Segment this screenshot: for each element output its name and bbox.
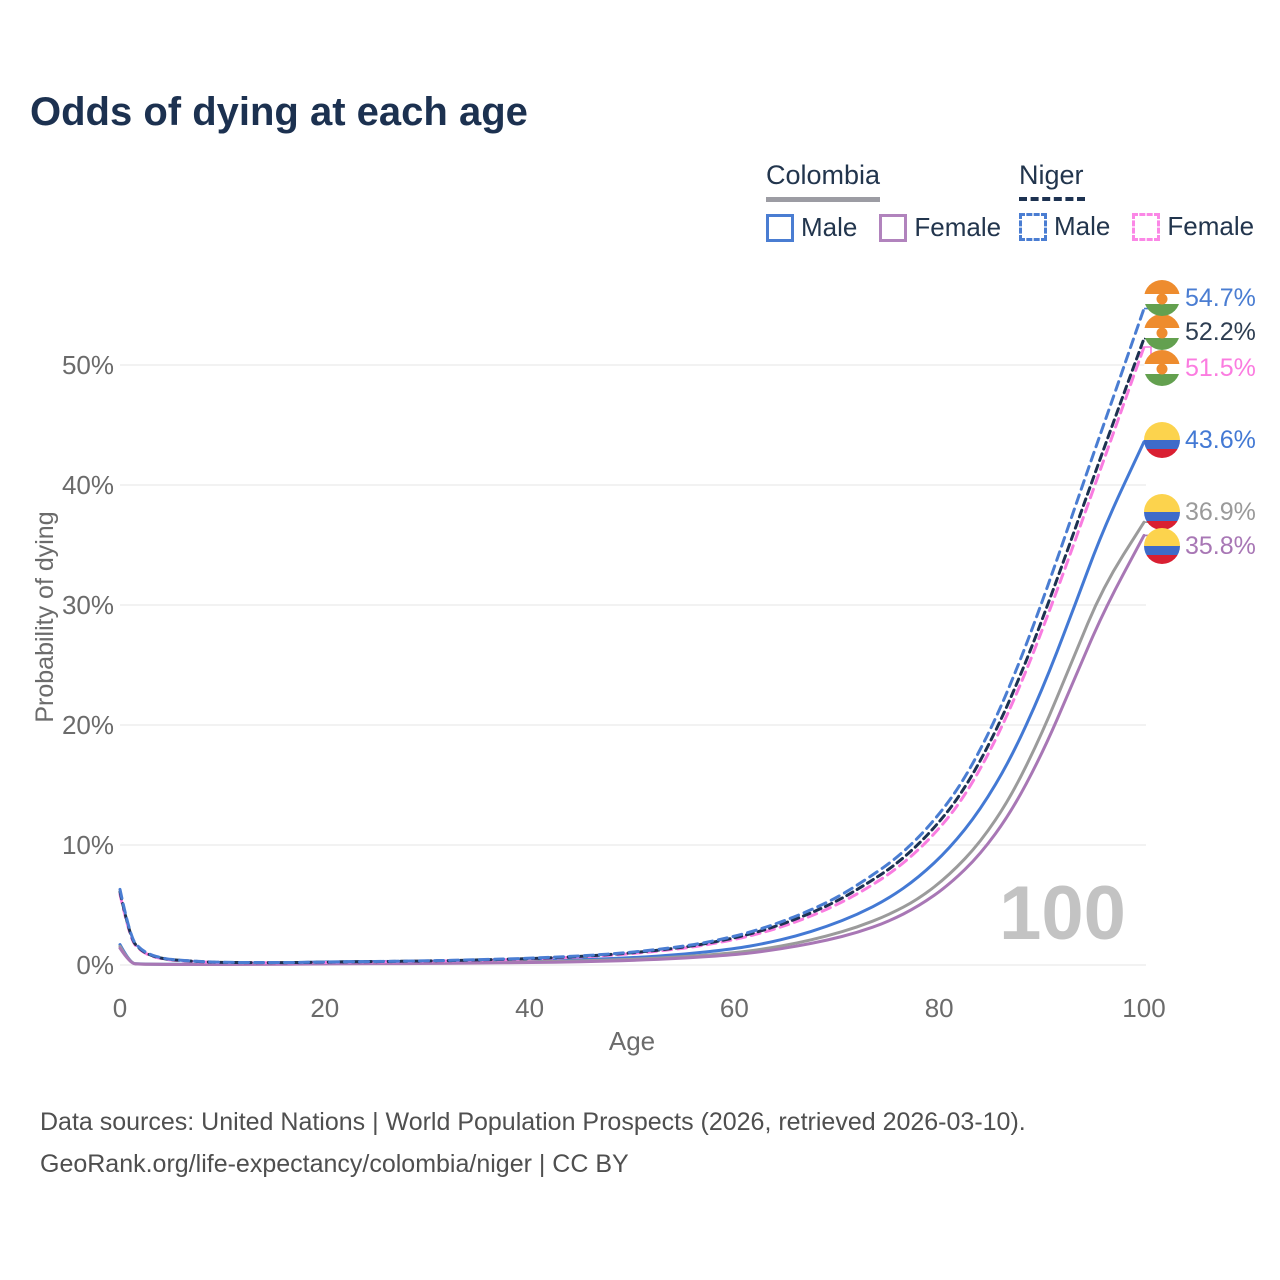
- watermark-age-100: 100: [999, 871, 1126, 956]
- legend-group-niger: Niger Male Female: [1019, 160, 1276, 242]
- flag-colombia-icon: [1144, 528, 1180, 564]
- y-tick-10: 10%: [61, 830, 114, 860]
- x-tick-100: 100: [1122, 993, 1166, 1023]
- x-tick-20: 20: [310, 993, 340, 1023]
- end-value-colombia-male: 43.6%: [1185, 425, 1256, 454]
- end-label-colombia-female: 35.8%: [1144, 528, 1256, 564]
- flag-niger-icon: [1144, 350, 1180, 386]
- series-line-colombia-male: [118, 440, 1146, 966]
- end-label-niger-male: 54.7%: [1144, 280, 1256, 316]
- flag-niger-icon: [1144, 280, 1180, 316]
- end-value-niger-male: 54.7%: [1185, 283, 1256, 312]
- legend-niger-title: Niger: [1019, 160, 1084, 190]
- x-tick-60: 60: [719, 993, 749, 1023]
- series-line-colombia-female: [118, 533, 1146, 966]
- y-tick-20: 20%: [61, 710, 114, 740]
- end-label-niger-total: 52.2%: [1144, 314, 1256, 350]
- series-line-niger-female: [118, 345, 1146, 965]
- x-tick-40: 40: [515, 993, 545, 1023]
- y-tick-40: 40%: [61, 470, 114, 500]
- y-tick-30: 30%: [61, 590, 114, 620]
- x-tick-80: 80: [924, 993, 954, 1023]
- legend-colombia-female-label: Female: [914, 212, 1002, 242]
- legend-colombia-male-label: Male: [801, 212, 858, 242]
- end-value-colombia-total: 36.9%: [1185, 497, 1256, 526]
- series-line-niger-total: [118, 337, 1146, 965]
- end-value-niger-female: 51.5%: [1185, 353, 1256, 382]
- x-axis-title: Age: [608, 1026, 656, 1056]
- page-title: Odds of dying at each age: [30, 90, 528, 134]
- end-value-colombia-female: 35.8%: [1185, 531, 1256, 560]
- niger-female-swatch-icon: [1132, 212, 1161, 241]
- flag-colombia-icon: [1144, 422, 1180, 458]
- data-source-line: Data sources: United Nations | World Pop…: [40, 1108, 1026, 1136]
- legend-colombia-line-sample: [766, 197, 880, 202]
- legend-colombia-row: Male Female: [766, 212, 1023, 243]
- end-value-niger-total: 52.2%: [1185, 317, 1256, 346]
- y-tick-50: 50%: [61, 350, 114, 380]
- colombia-male-swatch-icon: [766, 213, 794, 242]
- legend-group-colombia: Colombia Male Female: [766, 160, 1023, 243]
- flag-niger-icon: [1144, 314, 1180, 350]
- series-line-niger-male: [118, 307, 1146, 965]
- y-tick-0: 0%: [76, 950, 114, 980]
- end-label-colombia-total: 36.9%: [1144, 494, 1256, 530]
- attribution-line: GeoRank.org/life-expectancy/colombia/nig…: [40, 1150, 629, 1178]
- flag-colombia-icon: [1144, 494, 1180, 530]
- legend-niger-female-label: Female: [1167, 211, 1255, 241]
- series-line-colombia-total: [118, 520, 1146, 966]
- colombia-female-swatch-icon: [879, 213, 908, 242]
- legend-niger-line-sample: [1019, 197, 1085, 201]
- niger-male-swatch-icon: [1019, 212, 1047, 241]
- end-label-colombia-male: 43.6%: [1144, 422, 1256, 458]
- x-tick-0: 0: [112, 993, 128, 1023]
- end-label-niger-female: 51.5%: [1144, 350, 1256, 386]
- legend-niger-male-label: Male: [1054, 211, 1111, 241]
- legend-niger-row: Male Female: [1019, 211, 1276, 242]
- legend-colombia-title: Colombia: [766, 160, 881, 190]
